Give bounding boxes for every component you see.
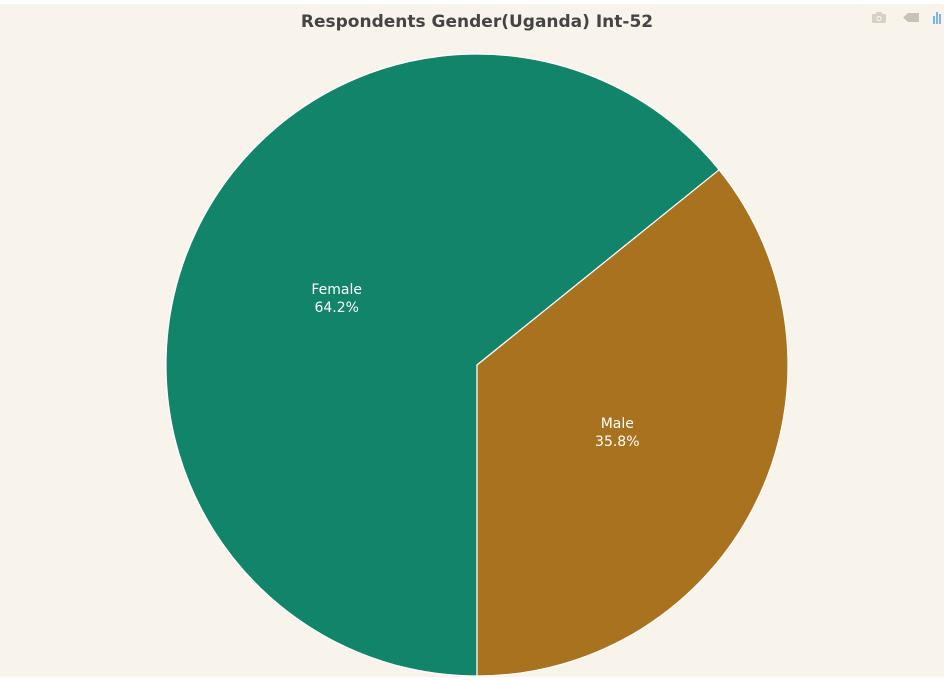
slice-label-percent-female: 64.2%	[314, 300, 358, 316]
plotly-logo-icon[interactable]	[932, 9, 944, 25]
pie-slice-female[interactable]	[165, 53, 720, 677]
slice-label-percent-male: 35.8%	[595, 434, 639, 450]
modebar	[868, 9, 944, 25]
pie-slice-male[interactable]	[476, 168, 789, 677]
chart-title: Respondents Gender(Uganda) Int-52	[300, 12, 654, 32]
pie-labels: Female 64.2% Male 35.8%	[311, 282, 639, 450]
slice-label-category-male: Male	[601, 416, 634, 432]
pie-slices	[165, 53, 789, 677]
slice-label-category-female: Female	[311, 282, 362, 298]
pan-icon[interactable]	[900, 9, 922, 25]
camera-icon[interactable]	[868, 9, 890, 25]
